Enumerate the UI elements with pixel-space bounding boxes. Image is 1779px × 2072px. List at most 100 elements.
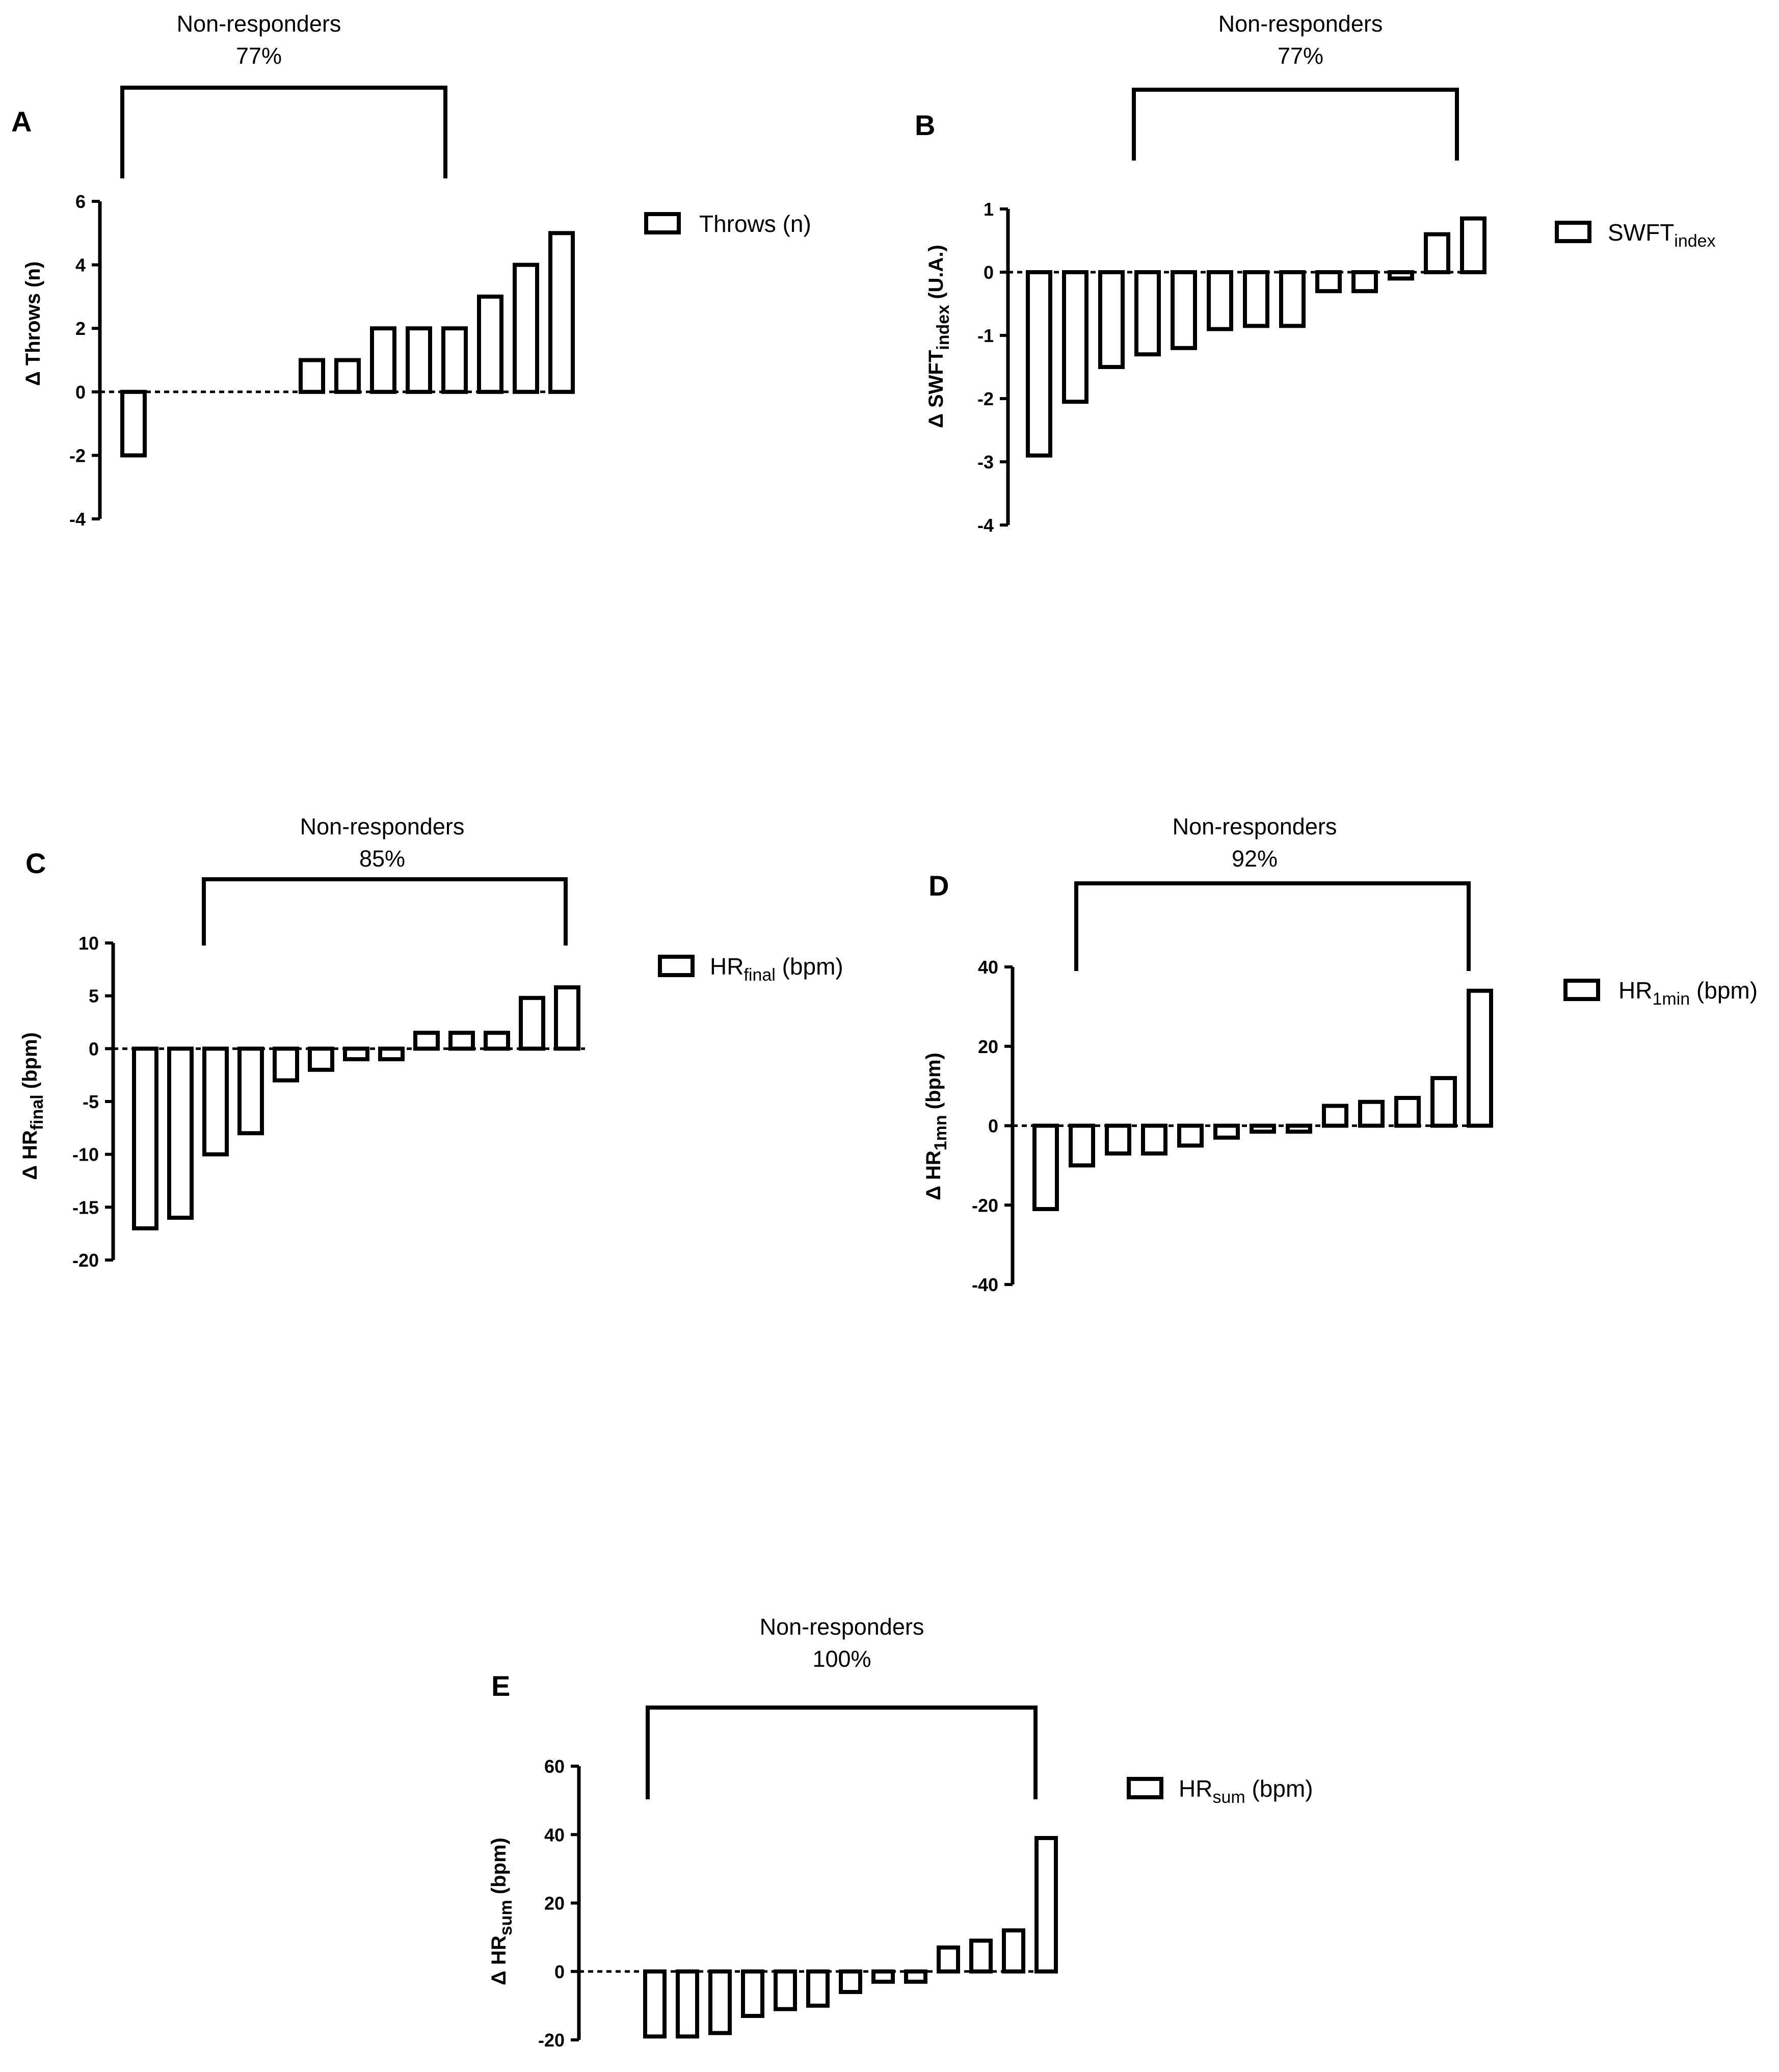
y-tick-label: 40 bbox=[544, 1824, 565, 1845]
svg-text:Δ Throws (n): Δ Throws (n) bbox=[22, 261, 44, 386]
group-percent: 77% bbox=[1278, 43, 1323, 69]
bar bbox=[1032, 1123, 1059, 1212]
group-percent: 85% bbox=[359, 846, 405, 872]
bar bbox=[406, 326, 432, 394]
bar bbox=[308, 1046, 334, 1072]
group-percent: 100% bbox=[812, 1646, 871, 1672]
svg-text:Δ SWFTindex (U.A.): Δ SWFTindex (U.A.) bbox=[925, 245, 953, 428]
y-tick-label: 0 bbox=[554, 1961, 565, 1982]
bar bbox=[1315, 270, 1342, 294]
bar bbox=[202, 1046, 229, 1157]
group-bracket bbox=[202, 877, 568, 946]
bar bbox=[1134, 270, 1161, 357]
bar bbox=[343, 1046, 369, 1062]
y-axis-label: Δ HRsum (bpm) bbox=[488, 1838, 516, 1985]
legend: SWFTindex bbox=[1555, 219, 1716, 251]
plot-area: 40 20 0 -20 -40 bbox=[972, 957, 1493, 1295]
plot-area: 10 5 0 -5 -10 -15 -20 bbox=[72, 933, 585, 1271]
panel-letter: B bbox=[915, 109, 935, 141]
bar bbox=[969, 1938, 993, 1974]
bar bbox=[1394, 1095, 1421, 1128]
bar bbox=[477, 294, 503, 394]
y-tick-label: -20 bbox=[972, 1195, 998, 1216]
panel-e: E Non-responders 100% 60 40 20 0 -20 Δ HRsum… bbox=[488, 1614, 1313, 2051]
legend: HR1min (bpm) bbox=[1563, 977, 1758, 1009]
group-bracket bbox=[120, 86, 447, 178]
legend-label: SWFTindex bbox=[1608, 219, 1716, 251]
bar bbox=[273, 1046, 299, 1083]
y-axis-label: Δ SWFTindex (U.A.) bbox=[925, 245, 953, 428]
legend-swatch bbox=[644, 212, 681, 234]
bar bbox=[1177, 1123, 1204, 1148]
bar bbox=[904, 1969, 927, 1984]
panel-letter: D bbox=[928, 870, 949, 902]
y-tick-label: -20 bbox=[72, 1250, 99, 1271]
bar bbox=[1207, 270, 1233, 331]
bar bbox=[299, 358, 325, 394]
panel-d: D Non-responders 92% 40 20 0 -20 -40 Δ HR1mn… bbox=[922, 814, 1758, 1295]
bar bbox=[1098, 270, 1125, 369]
y-tick-label: 20 bbox=[544, 1893, 565, 1914]
bar bbox=[1141, 1123, 1167, 1156]
legend-swatch bbox=[1555, 221, 1591, 243]
group-bracket bbox=[1074, 881, 1471, 971]
bar bbox=[548, 231, 575, 394]
panel-a: A Non-responders 77% 6 4 2 0 -2 -4 Δ Throws (… bbox=[11, 11, 811, 530]
plot-area: 6 4 2 0 -2 -4 bbox=[69, 191, 575, 530]
bar bbox=[1062, 270, 1088, 404]
panel-letter: E bbox=[491, 1670, 510, 1702]
bar bbox=[334, 358, 361, 394]
bar bbox=[413, 1031, 440, 1051]
bar bbox=[1279, 270, 1306, 328]
y-tick-label: 20 bbox=[978, 1036, 998, 1057]
y-tick-label: -20 bbox=[538, 2030, 565, 2051]
bar bbox=[839, 1969, 862, 1995]
group-percent: 92% bbox=[1232, 846, 1278, 872]
y-tick-label: 0 bbox=[89, 1038, 99, 1059]
bar bbox=[448, 1031, 475, 1051]
legend-label: Throws (n) bbox=[699, 211, 811, 237]
legend: HRsum (bpm) bbox=[1127, 1775, 1313, 1807]
bar bbox=[806, 1969, 830, 2008]
bar bbox=[1460, 216, 1486, 275]
bar bbox=[1105, 1123, 1131, 1156]
legend: Throws (n) bbox=[644, 211, 811, 237]
y-tick-label: 6 bbox=[75, 191, 86, 212]
bar bbox=[167, 1046, 194, 1220]
plot-area: 60 40 20 0 -20 bbox=[538, 1756, 1058, 2051]
bar bbox=[1322, 1104, 1348, 1128]
y-tick-label: -2 bbox=[69, 445, 86, 466]
y-tick-label: -5 bbox=[83, 1091, 99, 1112]
y-tick-label: 10 bbox=[78, 933, 99, 954]
group-percent: 77% bbox=[236, 43, 282, 69]
legend-label: HRfinal (bpm) bbox=[710, 953, 843, 985]
legend-label: HR1min (bpm) bbox=[1618, 977, 1758, 1009]
bar bbox=[370, 326, 396, 394]
bar bbox=[708, 1969, 732, 2035]
bar bbox=[237, 1046, 264, 1136]
group-label: Non-responders bbox=[1218, 11, 1383, 37]
y-tick-label: -15 bbox=[72, 1197, 99, 1218]
y-tick-label: 60 bbox=[544, 1756, 565, 1777]
bar bbox=[513, 263, 539, 394]
group-bracket bbox=[1132, 88, 1459, 161]
svg-text:Δ HR1mn (bpm): Δ HR1mn (bpm) bbox=[922, 1053, 950, 1200]
group-label: Non-responders bbox=[300, 814, 465, 840]
bar bbox=[554, 985, 580, 1051]
bar bbox=[378, 1046, 405, 1062]
group-label: Non-responders bbox=[760, 1614, 924, 1640]
y-tick-label: 1 bbox=[984, 199, 994, 220]
bar bbox=[1351, 270, 1378, 294]
bar bbox=[774, 1969, 797, 2011]
bar bbox=[1243, 270, 1269, 328]
bar bbox=[871, 1969, 895, 1984]
y-axis-label: Δ Throws (n) bbox=[22, 261, 44, 386]
panel-b: B Non-responders 77% 1 0 -1 -2 -3 -4 Δ SWFTin… bbox=[915, 11, 1716, 536]
y-tick-label: -10 bbox=[72, 1144, 99, 1165]
plot-area: 1 0 -1 -2 -3 -4 bbox=[977, 199, 1486, 536]
svg-text:Δ HRsum (bpm): Δ HRsum (bpm) bbox=[488, 1838, 516, 1985]
legend-swatch bbox=[658, 955, 695, 977]
y-axis-label: Δ HR1mn (bpm) bbox=[922, 1053, 950, 1200]
panel-letter: A bbox=[11, 106, 32, 138]
